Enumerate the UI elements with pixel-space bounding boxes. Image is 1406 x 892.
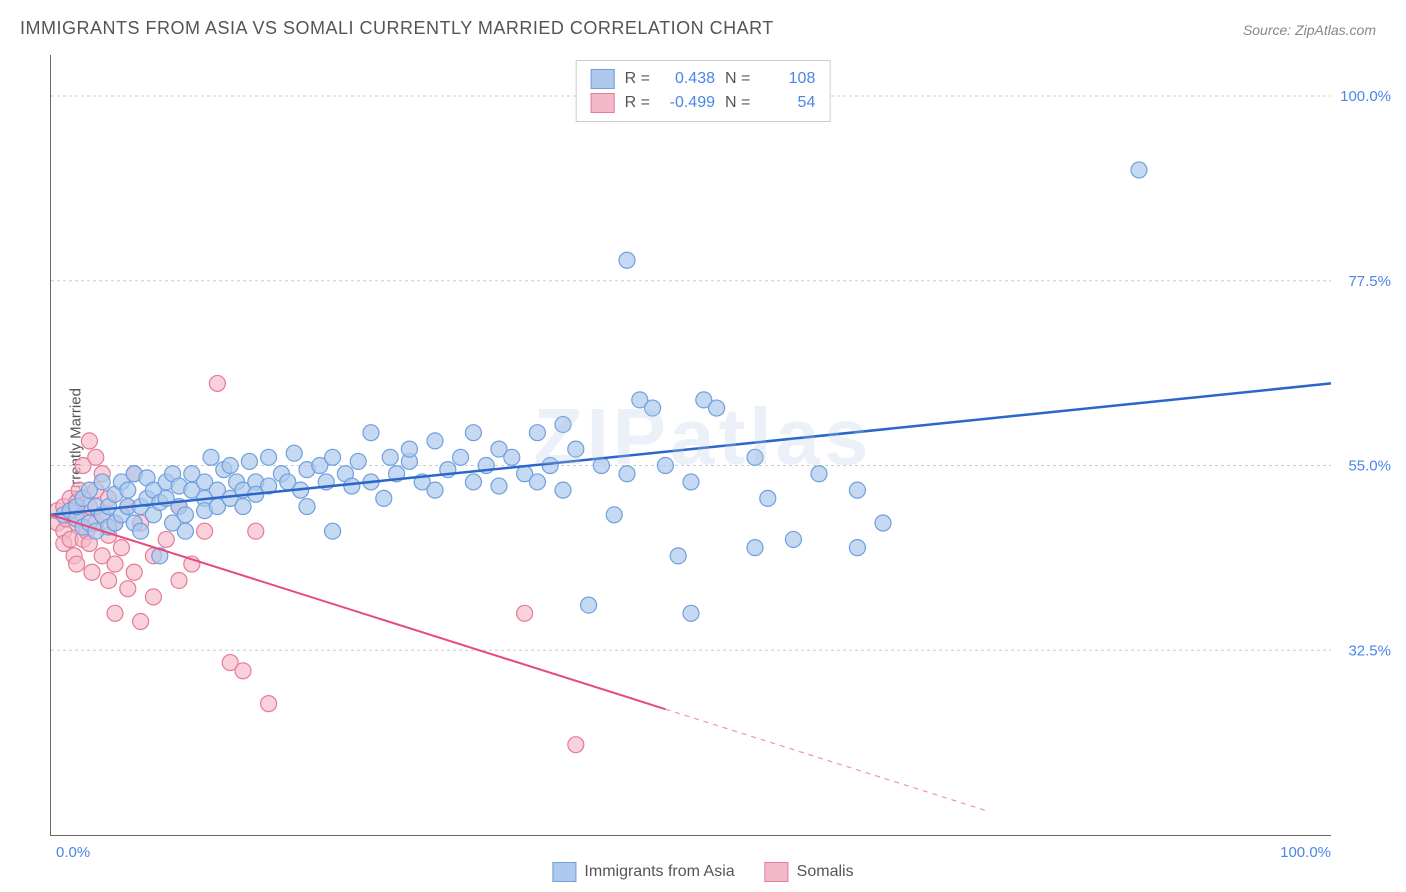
- legend-item: Somalis: [765, 862, 854, 882]
- svg-text:0.0%: 0.0%: [56, 844, 90, 861]
- scatter-chart-svg: 32.5% 55.0% 77.5% 100.0% 0.0% 100.0%: [51, 55, 1401, 865]
- n-value: 54: [760, 94, 815, 112]
- svg-text:55.0%: 55.0%: [1348, 458, 1391, 475]
- r-label: R =: [625, 94, 650, 112]
- legend-label: Immigrants from Asia: [584, 863, 734, 881]
- legend-stats-row: R = -0.499 N = 54: [591, 91, 816, 115]
- source-label: Source: ZipAtlas.com: [1243, 22, 1376, 38]
- r-value: 0.438: [660, 70, 715, 88]
- legend-swatch-blue: [552, 862, 576, 882]
- legend-label: Somalis: [797, 863, 854, 881]
- chart-container: IMMIGRANTS FROM ASIA VS SOMALI CURRENTLY…: [0, 0, 1406, 892]
- legend-stats: R = 0.438 N = 108 R = -0.499 N = 54: [576, 60, 831, 122]
- svg-text:32.5%: 32.5%: [1348, 642, 1391, 659]
- plot-area: 32.5%55.0%77.5%100.0%0.0%100.0%: [50, 55, 1331, 836]
- n-label: N =: [725, 70, 750, 88]
- chart-title: IMMIGRANTS FROM ASIA VS SOMALI CURRENTLY…: [20, 18, 774, 39]
- n-label: N =: [725, 94, 750, 112]
- legend-series: Immigrants from Asia Somalis: [552, 862, 853, 882]
- svg-text:77.5%: 77.5%: [1348, 273, 1391, 290]
- svg-text:100.0%: 100.0%: [1340, 88, 1391, 105]
- legend-swatch-pink: [591, 93, 615, 113]
- n-value: 108: [760, 70, 815, 88]
- legend-swatch-blue: [591, 69, 615, 89]
- r-label: R =: [625, 70, 650, 88]
- svg-text:100.0%: 100.0%: [1280, 844, 1331, 861]
- r-value: -0.499: [660, 94, 715, 112]
- legend-stats-row: R = 0.438 N = 108: [591, 67, 816, 91]
- legend-swatch-pink: [765, 862, 789, 882]
- legend-item: Immigrants from Asia: [552, 862, 734, 882]
